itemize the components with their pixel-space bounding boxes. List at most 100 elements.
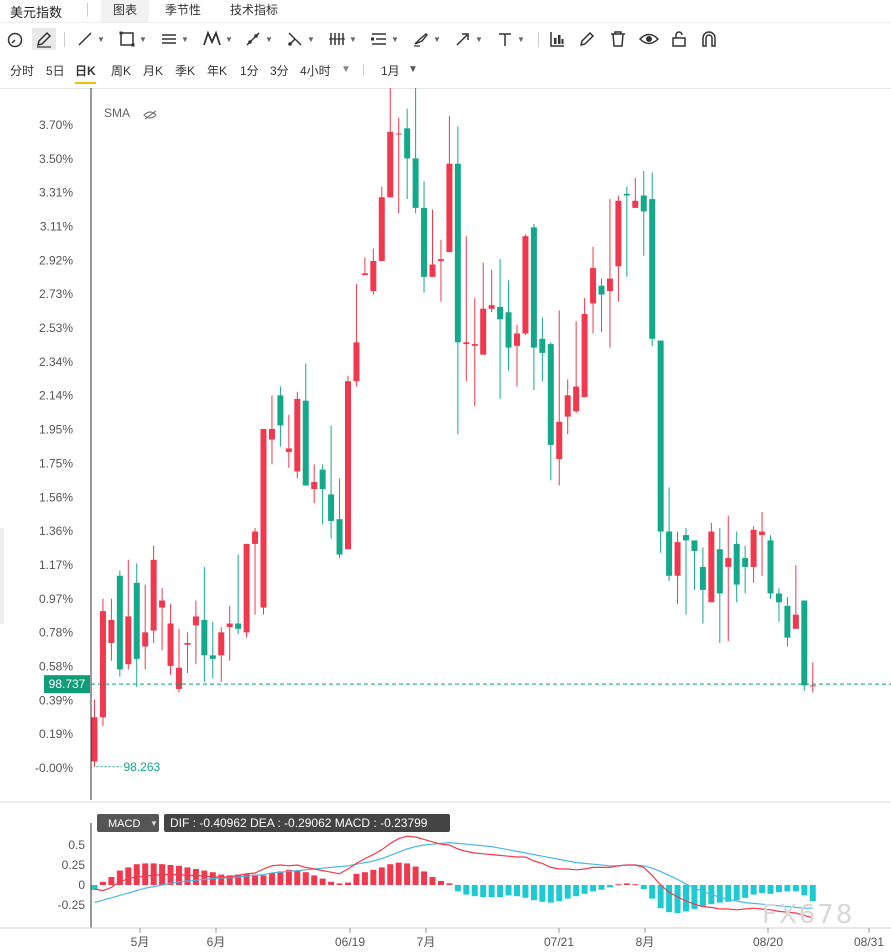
y-tick-label: -0.00% (35, 761, 73, 775)
x-tick-label: 06/19 (335, 935, 365, 949)
toolbar-divider (538, 32, 539, 47)
macd-bar (801, 885, 808, 896)
candle-body (370, 260, 377, 292)
trash-icon[interactable] (609, 28, 627, 50)
candle-body (716, 549, 723, 594)
candle-body (192, 616, 199, 626)
macd-bar (91, 885, 98, 890)
candle-body (775, 593, 782, 603)
period-daily[interactable]: 日K (75, 62, 96, 84)
macd-bar (514, 885, 520, 897)
candle-body (176, 667, 182, 689)
macd-bar (235, 874, 242, 885)
macd-bar (666, 885, 673, 913)
candle-body (480, 308, 487, 355)
candle-body (336, 519, 343, 555)
pattern-icon[interactable]: ▼ (202, 28, 233, 50)
text-icon[interactable]: ▼ (496, 28, 525, 50)
fib-icon[interactable]: ▼ (244, 28, 273, 50)
candle-body (699, 566, 706, 590)
macd-bar (429, 877, 436, 885)
candle-body (649, 199, 656, 339)
period-monthly[interactable]: 月K (143, 64, 164, 78)
period-yearly[interactable]: 年K (207, 64, 228, 78)
pencil-icon[interactable] (32, 28, 56, 50)
period-3min[interactable]: 3分 (270, 64, 289, 78)
candle-body (277, 395, 284, 426)
chevron-down-icon[interactable]: ▼ (341, 64, 351, 75)
candle-body (387, 131, 394, 198)
channel-icon[interactable]: ▼ (370, 28, 399, 50)
y-tick-label: 0.78% (39, 626, 73, 640)
macd-bar (353, 873, 360, 885)
range-chevron-icon[interactable]: ▼ (408, 64, 418, 75)
y-axis: 3.70% 3.50% 3.31% 3.11% 2.92% 2.73% 2.53% 2.34%… (35, 88, 92, 800)
candle-body (725, 558, 732, 567)
period-quarterly[interactable]: 季K (175, 64, 196, 78)
y-tick-label: 1.36% (39, 524, 73, 538)
macd-bar (277, 871, 284, 885)
macd-bar (302, 872, 309, 885)
line-icon[interactable]: ▼ (76, 28, 105, 50)
candle-body (708, 531, 715, 603)
tab-technical-indicators[interactable]: 技术指标 (230, 3, 279, 17)
candle-body (666, 531, 673, 576)
eye-icon[interactable] (639, 28, 659, 50)
tab-seasonality[interactable]: 季节性 (165, 3, 202, 17)
macd-bar (471, 885, 478, 897)
period-minute[interactable]: 分时 (10, 64, 35, 78)
rectangle-icon[interactable]: ▼ (118, 28, 147, 50)
macd-bar (142, 863, 149, 885)
period-selector: 分时 5日 日K 周K 月K 季K 年K 1分 3分 4小时 ▼ | 1月 ▼ (0, 54, 891, 89)
period-1min[interactable]: 1分 (240, 64, 259, 78)
macd-bar (395, 862, 402, 885)
macd-bar (733, 885, 740, 901)
macd-selector (97, 814, 159, 832)
candle-body (615, 200, 622, 267)
period-weekly[interactable]: 周K (111, 64, 132, 78)
macd-bar (260, 875, 267, 885)
macd-chevron-icon: ▼ (150, 819, 158, 828)
macd-bar (192, 869, 199, 885)
macd-bar (437, 881, 444, 885)
y-tick-label: 2.92% (39, 253, 73, 267)
candle-body (623, 193, 630, 196)
x-tick-label: 5月 (131, 935, 150, 949)
y-tick-label: 3.11% (40, 220, 73, 234)
macd-bar (657, 885, 664, 909)
ruler-icon[interactable] (6, 28, 24, 50)
candle-body (598, 285, 605, 295)
crosshair-icon[interactable]: ▼ (286, 28, 315, 50)
period-4hour[interactable]: 4小时 (300, 64, 331, 78)
toolbar-divider (64, 32, 65, 47)
macd-y-tick: 0 (78, 878, 85, 892)
range-select[interactable]: 1月 (381, 64, 400, 78)
bar-chart-icon[interactable] (548, 28, 566, 50)
candle-body (412, 158, 419, 208)
macd-bar (150, 863, 157, 885)
candle-body (792, 614, 799, 629)
left-collapse-handle[interactable] (0, 528, 4, 624)
macd-bar (345, 882, 351, 885)
y-tick-label: 2.34% (39, 355, 73, 369)
arrow-icon[interactable]: ▼ (454, 28, 483, 50)
magnet-icon[interactable] (700, 28, 718, 50)
period-divider: | (362, 62, 366, 76)
candle-body (733, 543, 740, 585)
period-5day[interactable]: 5日 (46, 64, 65, 78)
macd-bar (649, 885, 656, 899)
macd-bar (699, 885, 706, 907)
gann-icon[interactable]: ▼ (328, 28, 357, 50)
y-tick-label: 2.53% (39, 321, 73, 335)
candle-body (125, 616, 132, 665)
lock-icon[interactable] (670, 28, 688, 50)
candle-body (201, 619, 208, 656)
brush-icon[interactable]: ▼ (412, 28, 441, 50)
candle-body (133, 582, 140, 659)
candle-body (268, 428, 275, 440)
macd-bar (505, 885, 512, 896)
price-chart[interactable]: 3.70% 3.50% 3.31% 3.11% 2.92% 2.73% 2.53% 2.34%… (0, 88, 891, 952)
parallel-lines-icon[interactable]: ▼ (160, 28, 189, 50)
tab-chart[interactable]: 图表 (101, 0, 150, 22)
edit-icon[interactable] (578, 28, 596, 50)
